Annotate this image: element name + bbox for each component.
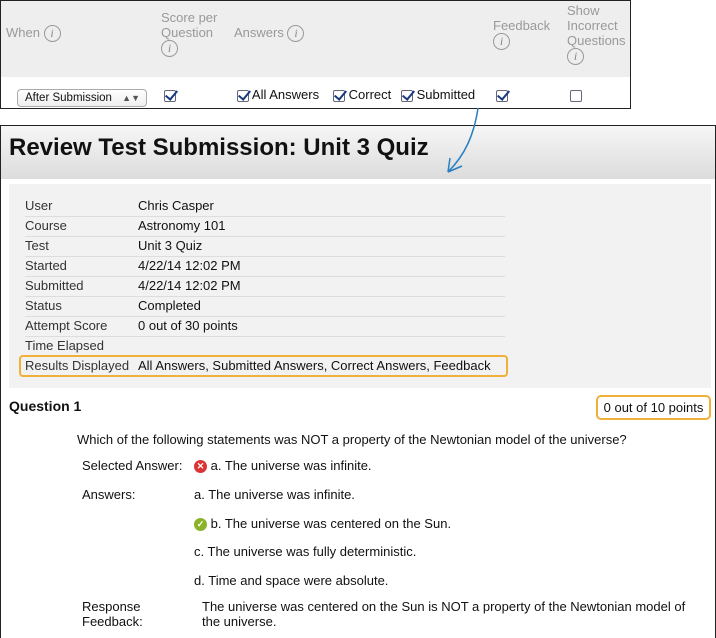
when-select[interactable]: After Submission ▲▼ bbox=[17, 89, 147, 107]
all-answers-checkbox[interactable] bbox=[237, 89, 249, 102]
label-line: Feedback: bbox=[82, 614, 143, 629]
detail-label: Time Elapsed bbox=[25, 338, 104, 353]
answer-text: The universe was fully deterministic. bbox=[207, 544, 417, 559]
answer-text: The universe was infinite. bbox=[208, 487, 355, 502]
options-header bbox=[1, 1, 630, 77]
divider bbox=[25, 256, 505, 257]
detail-value: Chris Casper bbox=[138, 198, 214, 213]
divider bbox=[25, 216, 505, 217]
submission-details: User Chris Casper Course Astronomy 101 Test U… bbox=[9, 184, 711, 388]
select-arrows-icon: ▲▼ bbox=[122, 93, 140, 103]
review-submission-page: Review Test Submission: Unit 3 Quiz User… bbox=[0, 125, 716, 638]
detail-label: User bbox=[25, 198, 53, 213]
response-feedback-label: Response Feedback: bbox=[82, 599, 143, 629]
detail-label: Course bbox=[25, 218, 67, 233]
question-title: Question 1 bbox=[9, 398, 82, 414]
answers-label: Answers: bbox=[82, 487, 136, 502]
label-line: Response bbox=[82, 599, 141, 614]
correct-icon: ✓ bbox=[194, 517, 207, 531]
correct-checkbox[interactable] bbox=[333, 89, 345, 102]
header-answers: Answers i bbox=[234, 25, 305, 43]
header-label: Answers bbox=[234, 25, 284, 40]
answer-text: The universe was centered on the Sun. bbox=[224, 515, 452, 531]
score-per-question-checkbox[interactable] bbox=[164, 89, 176, 102]
show-incorrect-checkbox[interactable] bbox=[570, 89, 582, 102]
info-icon[interactable]: i bbox=[43, 25, 61, 43]
correct-label: Correct bbox=[348, 87, 392, 102]
detail-label: Status bbox=[25, 298, 62, 313]
detail-label: Test bbox=[25, 238, 49, 253]
header-label: When bbox=[6, 25, 40, 40]
review-options-panel: When i Score per Question i Answers i Fee… bbox=[0, 0, 631, 109]
detail-label: Started bbox=[25, 258, 67, 273]
answer-letter: a. bbox=[210, 458, 222, 473]
header-when: When i bbox=[6, 25, 61, 43]
page-title: Review Test Submission: Unit 3 Quiz bbox=[1, 126, 715, 179]
submitted-checkbox[interactable] bbox=[401, 89, 413, 102]
question-text: Which of the following statements was NO… bbox=[77, 432, 627, 447]
all-answers-label: All Answers bbox=[251, 87, 320, 102]
answer-letter: b. bbox=[210, 515, 222, 531]
results-displayed-highlight bbox=[19, 355, 508, 377]
answer-option: d. Time and space were absolute. bbox=[194, 573, 388, 588]
detail-value: 4/22/14 12:02 PM bbox=[138, 258, 241, 273]
callout-arrow-icon bbox=[447, 107, 479, 173]
info-icon[interactable]: i bbox=[567, 48, 584, 66]
feedback-checkbox[interactable] bbox=[496, 89, 508, 102]
header-label: Show Incorrect Questions bbox=[567, 3, 626, 48]
detail-label: Results Displayed bbox=[25, 358, 130, 373]
answer-letter: d. bbox=[194, 572, 205, 588]
header-show-incorrect: Show Incorrect Questions i bbox=[567, 3, 629, 66]
response-feedback-text: The universe was centered on the Sun is … bbox=[202, 599, 686, 629]
answer-option: ✓ b. The universe was centered on the Su… bbox=[194, 516, 451, 531]
divider bbox=[25, 336, 505, 337]
divider bbox=[25, 316, 505, 317]
info-icon[interactable]: i bbox=[161, 40, 178, 58]
answer-letter: a. bbox=[194, 487, 205, 502]
selected-answer: ✕ a. The universe was infinite. bbox=[194, 458, 372, 474]
submitted-label: Submitted bbox=[416, 87, 476, 102]
when-select-value: After Submission bbox=[25, 92, 112, 104]
header-label: Feedback bbox=[493, 18, 551, 33]
answer-option: c. The universe was fully deterministic. bbox=[194, 544, 416, 559]
detail-label: Submitted bbox=[25, 278, 84, 293]
detail-value: 4/22/14 12:02 PM bbox=[138, 278, 241, 293]
header-feedback: Feedback i bbox=[493, 18, 551, 51]
detail-value: Unit 3 Quiz bbox=[138, 238, 203, 253]
answer-text: Time and space were absolute. bbox=[208, 572, 389, 588]
divider bbox=[25, 276, 505, 277]
answer-option: a. The universe was infinite. bbox=[194, 487, 355, 502]
answer-letter: c. bbox=[194, 544, 205, 559]
detail-value: All Answers, Submitted Answers, Correct … bbox=[138, 358, 491, 373]
detail-label: Attempt Score bbox=[25, 318, 108, 333]
header-label: Score per Question bbox=[161, 10, 218, 40]
info-icon[interactable]: i bbox=[493, 33, 510, 51]
header-score-per-question: Score per Question i bbox=[161, 10, 226, 58]
question-points: 0 out of 10 points bbox=[596, 395, 711, 420]
detail-value: 0 out of 30 points bbox=[138, 318, 238, 333]
incorrect-icon: ✕ bbox=[194, 460, 207, 474]
detail-value: Completed bbox=[138, 298, 201, 313]
detail-value: Astronomy 101 bbox=[138, 218, 226, 233]
divider bbox=[25, 296, 505, 297]
divider bbox=[25, 236, 505, 237]
answer-text: The universe was infinite. bbox=[224, 458, 372, 473]
info-icon[interactable]: i bbox=[287, 25, 305, 43]
selected-answer-label: Selected Answer: bbox=[82, 458, 183, 473]
